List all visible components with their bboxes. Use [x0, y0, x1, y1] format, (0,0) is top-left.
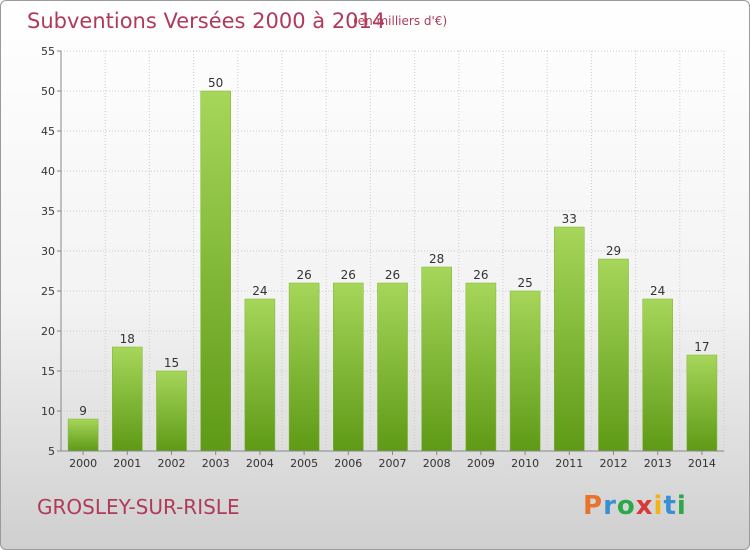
bar-2004: [244, 298, 276, 452]
bar-2012: [598, 258, 629, 452]
value-label: 26: [296, 268, 311, 282]
value-label: 33: [562, 212, 577, 226]
value-label: 24: [650, 284, 665, 298]
y-tick-label: 55: [41, 45, 55, 58]
x-tick-label: 2006: [334, 457, 362, 470]
proxiti-logo: Proxiti: [583, 491, 687, 521]
x-tick-label: 2011: [555, 457, 583, 470]
value-label: 28: [429, 252, 444, 266]
bar-2010: [509, 290, 541, 452]
chart-subtitle: (en milliers d'€): [353, 14, 448, 28]
x-tick-label: 2012: [600, 457, 628, 470]
commune-name: GROSLEY-SUR-RISLE: [37, 495, 240, 519]
x-tick-label: 2013: [644, 457, 672, 470]
bar-2011: [554, 226, 585, 452]
value-label: 18: [120, 332, 135, 346]
bar-2006: [333, 282, 364, 452]
bar-2008: [421, 266, 452, 452]
axes: [57, 50, 724, 455]
bar-2013: [642, 298, 673, 452]
bar-2005: [288, 282, 320, 452]
value-label: 26: [385, 268, 400, 282]
y-tick-label: 45: [41, 125, 55, 138]
x-tick-label: 2009: [467, 457, 495, 470]
y-tick-label: 40: [41, 165, 55, 178]
x-tick-label: 2008: [423, 457, 451, 470]
y-tick-label: 35: [41, 205, 55, 218]
x-tick-label: 2004: [246, 457, 274, 470]
x-tick-label: 2014: [688, 457, 716, 470]
labels: 5 10 15 20 25 30 35 40 45 50 55 9 2000 18 2001 15 2002 50…: [41, 45, 716, 470]
y-tick-label: 50: [41, 85, 55, 98]
value-label: 26: [473, 268, 488, 282]
x-tick-label: 2002: [158, 457, 186, 470]
y-tick-label: 25: [41, 285, 55, 298]
value-label: 50: [208, 76, 223, 90]
y-tick-label: 15: [41, 365, 55, 378]
bar-2014: [686, 354, 718, 452]
value-label: 29: [606, 244, 621, 258]
y-tick-label: 5: [48, 445, 55, 458]
value-label: 25: [517, 276, 532, 290]
x-tick-label: 2005: [290, 457, 318, 470]
bar-2001: [112, 346, 143, 452]
value-label: 26: [341, 268, 356, 282]
y-tick-label: 30: [41, 245, 55, 258]
bar-2000: [67, 418, 99, 452]
x-tick-label: 2010: [511, 457, 539, 470]
x-tick-label: 2003: [202, 457, 230, 470]
value-label: 17: [694, 340, 709, 354]
x-tick-label: 2000: [69, 457, 97, 470]
bars: [67, 90, 718, 452]
value-label: 9: [79, 404, 87, 418]
bar-2002: [156, 370, 187, 452]
y-tick-label: 10: [41, 405, 55, 418]
bar-2009: [465, 282, 497, 452]
x-tick-label: 2001: [113, 457, 141, 470]
value-label: 15: [164, 356, 179, 370]
bar-2003: [200, 90, 231, 452]
bar-2007: [377, 282, 408, 452]
y-tick-label: 20: [41, 325, 55, 338]
chart-title: Subventions Versées 2000 à 2014: [27, 9, 386, 33]
value-label: 24: [252, 284, 267, 298]
x-tick-label: 2007: [379, 457, 407, 470]
